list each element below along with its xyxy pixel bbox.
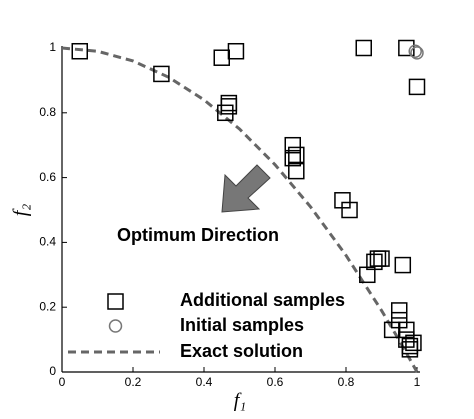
sample-square [383,321,401,339]
y-tick-label: 0 [49,364,56,378]
sample-circle [408,44,422,58]
x-tick-label: 0.4 [196,375,213,389]
x-tick-label: 0.8 [338,375,355,389]
sample-square [391,302,408,319]
legend-label: Additional samples [180,290,345,310]
y-tick-label: 0.4 [39,235,56,249]
sample-square [401,337,419,355]
y-axis-label: f₂ [10,204,32,217]
legend-marker [108,319,123,333]
x-tick-label: 1 [414,375,421,389]
sample-square [359,266,376,284]
legend-label: Initial samples [180,315,304,335]
sample-square [217,104,234,122]
sample-square [373,250,390,267]
sample-square [227,42,245,60]
y-tick-label: 0.2 [39,299,56,313]
sample-square [355,39,372,57]
sample-square [408,78,426,96]
sample-square [220,98,238,115]
x-tick-label: 0 [59,375,66,389]
y-tick-label: 0.8 [39,105,56,119]
sample-square [405,334,422,352]
legend-marker [107,293,124,310]
sample-square [369,250,387,267]
sample-square [220,94,238,112]
x-tick-label: 0.6 [267,375,284,389]
sample-square [341,201,358,219]
sample-circle [410,46,424,60]
annotation: Optimum Direction [117,225,279,245]
sample-square [213,49,230,66]
exact-curve [61,46,419,373]
sample-square [401,341,419,358]
sample-square [284,149,301,167]
sample-square [153,65,170,83]
y-tick-label: 0.6 [39,170,56,184]
sample-square [284,136,301,154]
legend-label: Exact solution [180,341,303,361]
sample-square [288,146,305,164]
y-tick-label: 1 [49,40,56,54]
sample-square [288,162,305,180]
sample-square [71,42,88,60]
direction-arrow [221,164,271,213]
sample-square [394,256,412,274]
x-axis-label: f₁ [234,390,247,412]
x-tick-label: 0.2 [125,375,142,389]
